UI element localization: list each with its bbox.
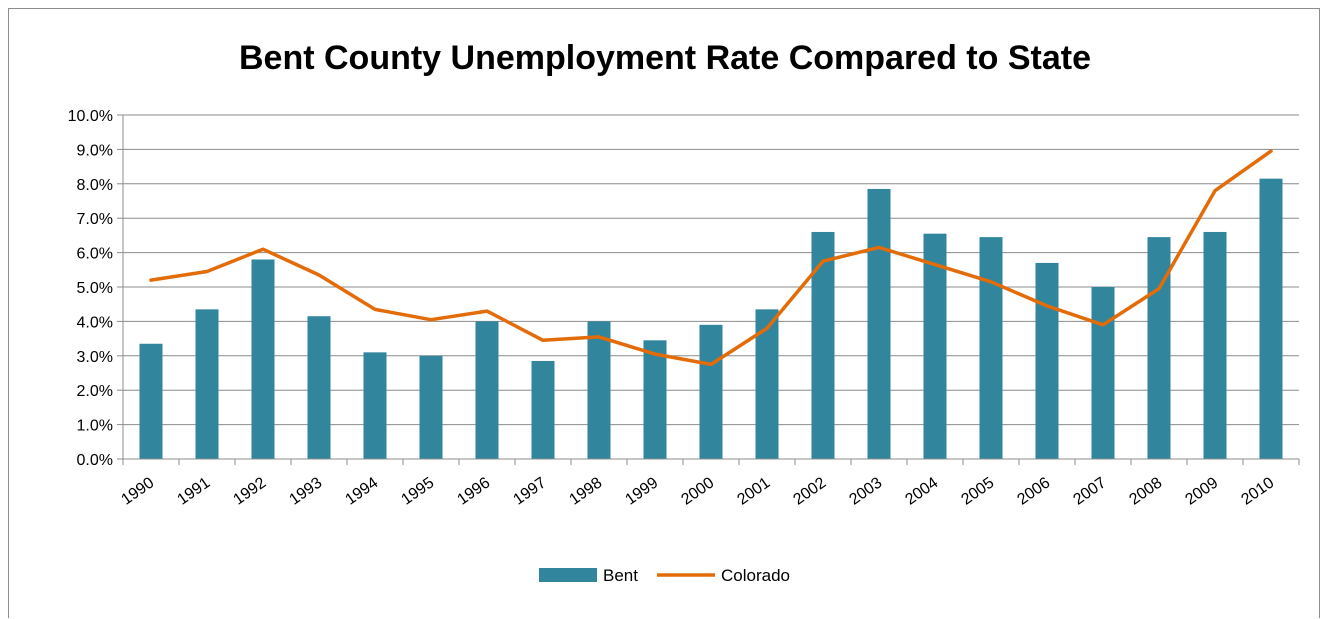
bent-bar xyxy=(139,343,163,459)
x-tick-label: 1991 xyxy=(174,474,213,508)
x-tick-label: 1998 xyxy=(566,474,605,508)
x-tick-label: 2001 xyxy=(734,474,773,508)
bent-bar xyxy=(1091,287,1115,459)
bent-bar xyxy=(1203,231,1227,459)
y-tick-label: 9.0% xyxy=(77,142,113,159)
bent-bar xyxy=(643,340,667,459)
x-tick-label: 2007 xyxy=(1070,474,1109,508)
y-tick-label: 5.0% xyxy=(77,280,113,297)
x-tick-label: 1999 xyxy=(622,474,661,508)
y-tick-label: 4.0% xyxy=(77,314,113,331)
y-tick-label: 2.0% xyxy=(77,383,113,400)
bent-bar xyxy=(755,309,779,459)
bent-bar xyxy=(587,321,611,459)
bent-bar xyxy=(475,321,499,459)
x-tick-label: 2008 xyxy=(1126,474,1165,508)
bent-bar xyxy=(1035,262,1059,459)
bent-bar xyxy=(923,233,947,459)
x-tick-label: 2003 xyxy=(846,474,885,508)
x-tick-label: 2006 xyxy=(1014,474,1053,508)
x-tick-label: 1992 xyxy=(230,474,269,508)
bent-bar xyxy=(307,316,331,459)
bent-bar xyxy=(251,259,275,459)
x-tick-label: 1990 xyxy=(118,474,157,508)
y-tick-label: 1.0% xyxy=(77,418,113,435)
bent-bars xyxy=(139,178,1283,459)
x-axis-ticks: 1990 1991 1992 1993 1994 1995 1996 1997 1998 1999… xyxy=(118,459,1300,509)
bent-bar xyxy=(531,360,555,459)
legend: Bent Colorado xyxy=(539,566,790,585)
colorado-line-path xyxy=(149,149,1273,367)
bent-bar xyxy=(867,188,891,459)
x-tick-label: 2002 xyxy=(790,474,829,508)
bent-bar xyxy=(699,324,723,459)
x-tick-label: 1993 xyxy=(286,474,325,508)
bent-bar xyxy=(1259,178,1283,459)
x-tick-label: 1994 xyxy=(342,474,381,508)
y-tick-label: 3.0% xyxy=(77,349,113,366)
bent-bar xyxy=(195,309,219,459)
y-tick-label: 10.0% xyxy=(68,108,113,125)
axes xyxy=(122,115,1299,460)
x-tick-label: 1996 xyxy=(454,474,493,508)
bent-bar xyxy=(1147,237,1171,459)
x-tick-label: 2010 xyxy=(1238,474,1277,508)
x-tick-label: 2004 xyxy=(902,474,941,508)
bent-bar xyxy=(811,231,835,459)
chart-title: Bent County Unemployment Rate Compared t… xyxy=(239,39,1091,77)
bent-bar xyxy=(363,352,387,459)
bent-bar xyxy=(979,237,1003,459)
y-tick-label: 6.0% xyxy=(77,246,113,263)
colorado-line xyxy=(149,149,1273,367)
unemployment-chart: Bent County Unemployment Rate Compared t… xyxy=(68,39,1300,585)
bent-bar xyxy=(419,355,443,459)
chart-frame: Bent County Unemployment Rate Compared t… xyxy=(8,8,1320,618)
x-tick-label: 2000 xyxy=(678,474,717,508)
y-tick-label: 7.0% xyxy=(77,211,113,228)
x-tick-label: 2005 xyxy=(958,474,997,508)
x-tick-label: 1997 xyxy=(510,474,549,508)
y-axis-ticks: 0.0% 1.0% 2.0% 3.0% 4.0% 5.0% 6.0% 7.0% 8.0% 9.0%… xyxy=(68,108,123,469)
legend-bent-swatch xyxy=(539,568,597,582)
legend-colorado-label: Colorado xyxy=(721,566,790,585)
x-tick-label: 1995 xyxy=(398,474,437,508)
x-tick-label: 2009 xyxy=(1182,474,1221,508)
y-tick-label: 0.0% xyxy=(77,452,113,469)
legend-bent-label: Bent xyxy=(603,566,638,585)
y-tick-label: 8.0% xyxy=(77,177,113,194)
